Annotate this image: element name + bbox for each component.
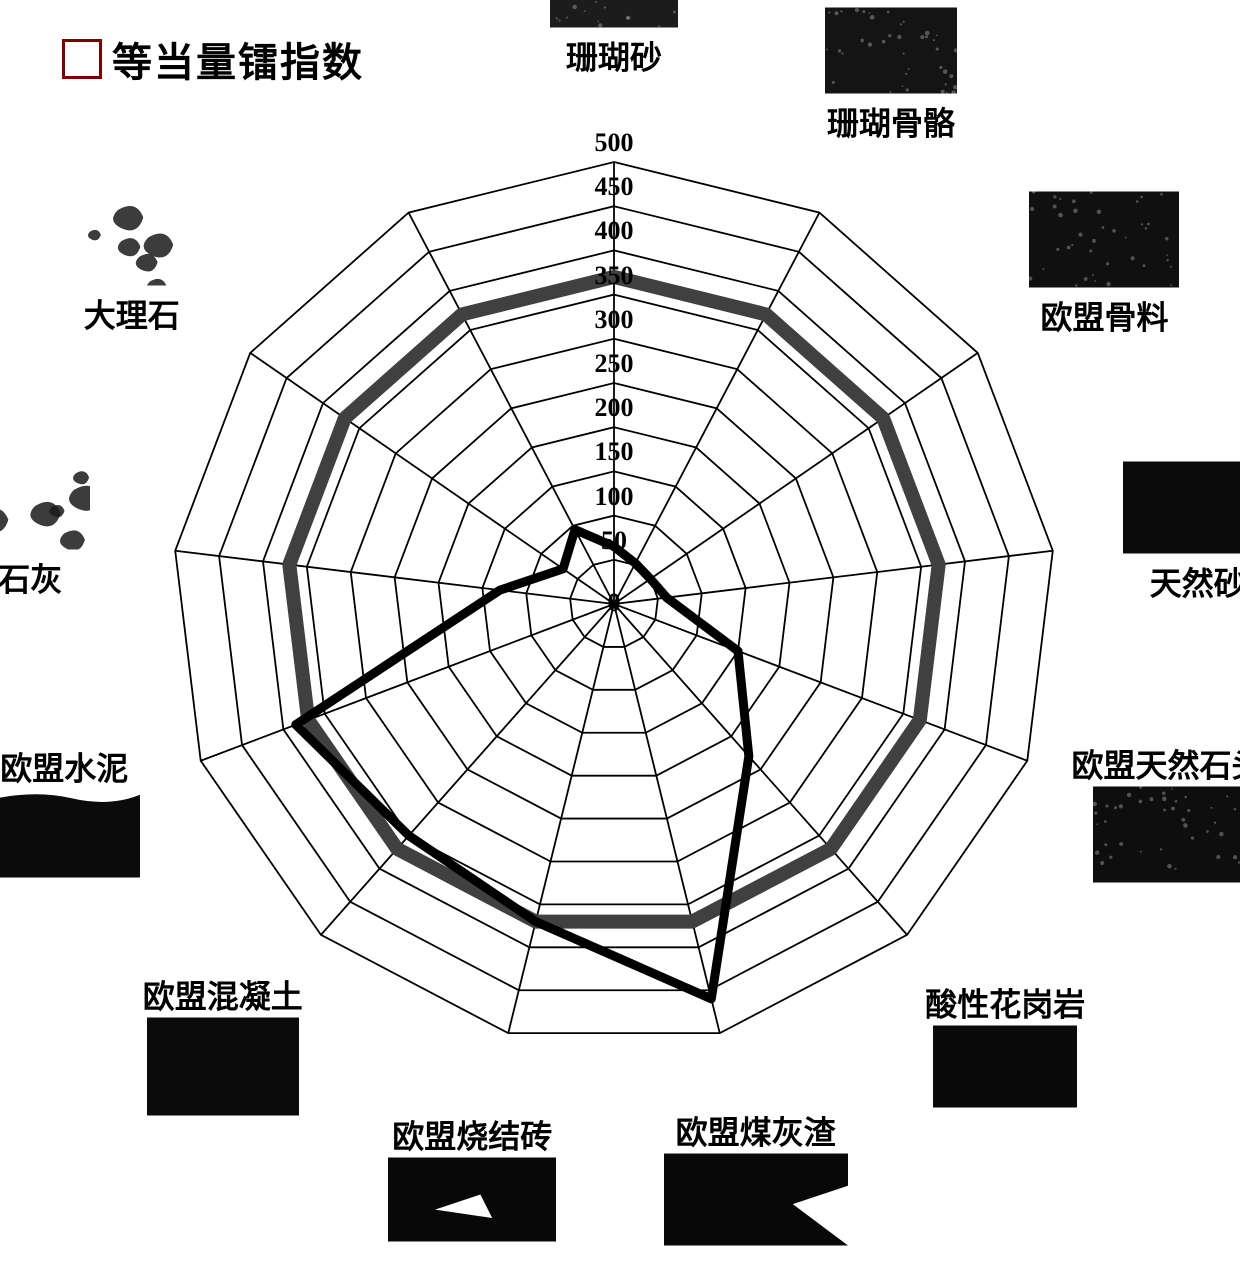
- material-thumb: [550, 0, 678, 28]
- tick-label: 400: [595, 216, 634, 246]
- axis-label: 欧盟天然石头: [1072, 740, 1240, 887]
- material-thumb: [147, 1017, 299, 1115]
- axis-label: 天然砂: [1123, 462, 1240, 605]
- axis-label: 欧盟烧结砖: [388, 1111, 556, 1246]
- axis-label: 石灰: [0, 466, 90, 601]
- tick-label: 150: [595, 437, 634, 467]
- axis-caption: 天然砂: [1123, 559, 1240, 605]
- material-thumb: [664, 1153, 848, 1245]
- axis-label: 酸性花岗岩: [925, 979, 1085, 1112]
- material-thumb: [0, 466, 90, 550]
- tick-label: 450: [595, 172, 634, 202]
- axis-label: 珊瑚骨骼: [825, 8, 957, 145]
- tick-label: 0: [608, 588, 621, 618]
- material-thumb: [77, 206, 187, 286]
- axis-caption: 欧盟天然石头: [1072, 740, 1240, 786]
- tick-label: 250: [595, 349, 634, 379]
- axis-caption: 欧盟煤灰渣: [664, 1107, 848, 1153]
- tick-label: 350: [595, 261, 634, 291]
- axis-caption: 欧盟水泥: [0, 743, 140, 789]
- material-thumb: [933, 1025, 1077, 1107]
- axis-label: 欧盟骨料: [1029, 192, 1179, 339]
- axis-caption: 石灰: [0, 555, 90, 601]
- axis-caption: 大理石: [77, 291, 187, 337]
- axis-label: 大理石: [77, 206, 187, 337]
- material-thumb: [1123, 462, 1240, 554]
- material-thumb: [1029, 192, 1179, 288]
- material-thumb: [1093, 786, 1240, 882]
- axis-label: 珊瑚砂: [550, 0, 678, 79]
- axis-caption: 欧盟烧结砖: [388, 1111, 556, 1157]
- material-thumb: [388, 1157, 556, 1241]
- tick-label: 200: [595, 393, 634, 423]
- material-thumb: [825, 8, 957, 94]
- axis-caption: 欧盟骨料: [1029, 293, 1179, 339]
- axis-label: 欧盟水泥: [0, 743, 140, 882]
- axis-caption: 珊瑚砂: [550, 33, 678, 79]
- material-thumb: [0, 789, 140, 877]
- axis-label: 欧盟煤灰渣: [664, 1107, 848, 1250]
- tick-label: 300: [595, 305, 634, 335]
- tick-label: 500: [595, 128, 634, 158]
- axis-caption: 珊瑚骨骼: [825, 99, 957, 145]
- axis-caption: 欧盟混凝土: [143, 971, 303, 1017]
- tick-label: 100: [595, 482, 634, 512]
- axis-caption: 酸性花岗岩: [925, 979, 1085, 1025]
- axis-label: 欧盟混凝土: [143, 971, 303, 1120]
- tick-label: 50: [601, 526, 627, 556]
